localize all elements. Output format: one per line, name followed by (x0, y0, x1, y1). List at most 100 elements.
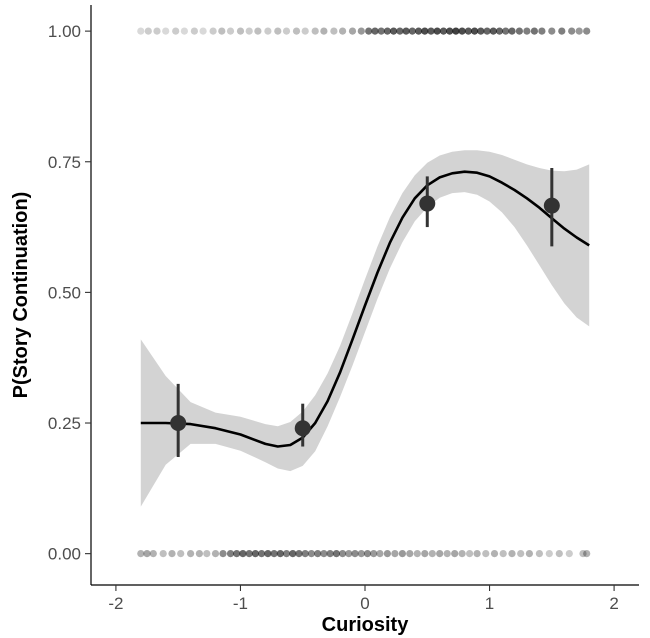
raw-point-zero (458, 550, 466, 558)
raw-point-zero (314, 550, 322, 558)
raw-point-one (458, 27, 466, 35)
raw-point-zero (413, 550, 421, 558)
raw-point-one (471, 27, 479, 35)
raw-point-zero (499, 550, 507, 558)
smooth-curve (140, 170, 590, 448)
raw-point-one (199, 27, 207, 35)
raw-point-one (477, 27, 485, 35)
raw-point-one (357, 27, 365, 35)
raw-point-zero (370, 550, 378, 558)
raw-point-zero (276, 550, 284, 558)
raw-point-one (137, 27, 145, 35)
raw-point-one (530, 27, 539, 35)
y-axis-ticks: 0.00 0.25 0.50 0.75 1.00 (48, 22, 91, 564)
raw-point-one (365, 27, 373, 35)
y-tick-label: 1.00 (48, 22, 81, 41)
raw-point-one (254, 27, 262, 35)
raw-point-one (236, 27, 245, 35)
raw-point-one (489, 27, 497, 35)
raw-point-zero (398, 550, 406, 558)
raw-point-one (408, 27, 416, 35)
raw-point-one (439, 27, 448, 35)
raw-point-one (162, 27, 170, 35)
bin-mean-point (294, 420, 311, 437)
raw-point-one (144, 27, 152, 35)
raw-point-zero (326, 550, 334, 558)
raw-point-zero (149, 550, 157, 558)
raw-observations-zero-layer (137, 550, 591, 558)
raw-point-zero (473, 550, 481, 558)
x-tick-label: -1 (233, 594, 248, 613)
raw-point-zero (451, 550, 459, 558)
raw-point-zero (383, 550, 391, 558)
raw-point-zero (428, 550, 436, 558)
raw-point-one (311, 27, 319, 35)
raw-point-zero (282, 550, 291, 558)
raw-point-one (396, 27, 404, 35)
raw-point-one (452, 27, 460, 35)
raw-point-zero (466, 550, 474, 558)
raw-point-zero (264, 550, 272, 558)
raw-point-zero (301, 550, 309, 558)
raw-point-one (190, 27, 198, 35)
raw-point-one (568, 27, 576, 35)
raw-point-one (558, 27, 566, 35)
raw-point-zero (245, 550, 253, 558)
raw-point-zero (351, 550, 359, 558)
y-tick-label: 0.50 (48, 283, 81, 302)
raw-observations-one-layer (137, 27, 591, 35)
raw-point-one (264, 27, 272, 35)
raw-point-zero (226, 550, 235, 558)
raw-point-zero (258, 550, 266, 558)
y-tick-label: 0.25 (48, 414, 81, 433)
bin-mean-point (170, 415, 187, 432)
raw-point-zero (421, 550, 429, 558)
raw-point-one (348, 27, 357, 35)
x-axis-title: Curiosity (322, 614, 410, 636)
raw-point-zero (583, 550, 591, 558)
y-tick-label: 0.00 (48, 545, 81, 564)
raw-point-one (153, 27, 161, 35)
raw-point-one (548, 27, 556, 35)
axes-layer: -2 -1 0 1 2 0.00 0.25 0.50 0.75 1.00 (48, 5, 639, 613)
raw-point-zero (406, 550, 414, 558)
raw-point-one (538, 27, 546, 35)
raw-point-zero (525, 550, 534, 558)
raw-point-zero (545, 550, 553, 558)
raw-point-one (339, 27, 347, 35)
raw-point-one (495, 27, 504, 35)
y-axis-title: P(Story Continuation) (10, 192, 32, 399)
raw-point-zero (211, 550, 220, 558)
raw-point-one (180, 27, 188, 35)
raw-point-one (282, 27, 291, 35)
raw-point-one (377, 27, 385, 35)
raw-point-one (226, 27, 235, 35)
raw-point-one (502, 27, 510, 35)
raw-point-zero (143, 550, 151, 558)
raw-point-one (415, 27, 423, 35)
raw-point-one (274, 27, 282, 35)
smooth-curve-layer (140, 170, 590, 448)
raw-point-zero (195, 550, 203, 558)
raw-point-zero (137, 550, 145, 558)
confidence-band (140, 150, 590, 507)
raw-point-zero (239, 550, 247, 558)
raw-point-one (464, 27, 472, 35)
raw-point-zero (187, 550, 195, 558)
raw-point-zero (363, 550, 372, 558)
raw-point-one (245, 27, 253, 35)
raw-point-one (446, 27, 454, 35)
raw-point-one (433, 27, 441, 35)
raw-point-zero (219, 550, 227, 558)
raw-point-zero (270, 550, 278, 558)
raw-point-zero (332, 550, 340, 558)
raw-point-one (301, 27, 309, 35)
raw-point-zero (443, 550, 451, 558)
raw-point-zero (555, 550, 563, 558)
raw-point-one (172, 27, 180, 35)
x-tick-label: -2 (108, 594, 123, 613)
raw-point-one (427, 27, 435, 35)
raw-point-one (390, 27, 398, 35)
raw-point-zero (320, 550, 328, 558)
raw-point-zero (517, 550, 525, 558)
